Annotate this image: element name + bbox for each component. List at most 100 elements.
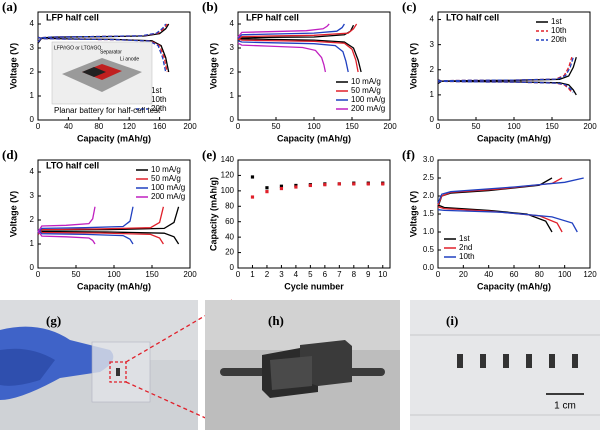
legend-label: 10 mA/g	[351, 77, 381, 86]
y-tick-label: 1	[230, 91, 235, 100]
x-tick-label: 8	[352, 270, 357, 279]
legend-label: 2nd	[459, 243, 472, 252]
x-tick-label: 7	[337, 270, 342, 279]
y-tick-label: 40	[225, 232, 234, 241]
legend-label: 1st	[151, 86, 162, 95]
x-tick-label: 1	[250, 270, 255, 279]
legend-label: 1st	[459, 234, 470, 243]
x-tick-label: 80	[535, 270, 544, 279]
x-tick-label: 0	[236, 270, 241, 279]
scatter-point	[265, 190, 269, 194]
series-line	[437, 177, 563, 233]
x-tick-label: 200	[583, 122, 597, 131]
plot-frame	[437, 11, 591, 121]
scatter-point	[265, 186, 269, 190]
scatter-point	[352, 182, 356, 186]
scatter-point	[381, 182, 385, 186]
y-tick-label: 0.5	[423, 245, 435, 254]
x-tick-label: 0	[436, 270, 441, 279]
x-tick-label: 3	[279, 270, 284, 279]
y-axis-label: Voltage (V)	[208, 43, 218, 89]
series-line	[437, 177, 584, 233]
x-tick-label: 50	[272, 122, 281, 131]
annotation: Planar battery for half-cell test	[54, 106, 161, 115]
y-tick-label: 4	[430, 15, 435, 24]
y-tick-label: 1.0	[423, 227, 435, 236]
y-tick-label: 1	[430, 90, 435, 99]
x-tick-label: 120	[123, 122, 137, 131]
y-tick-label: 80	[225, 201, 234, 210]
x-tick-label: 200	[183, 270, 197, 279]
series-line	[37, 23, 167, 73]
y-tick-label: 2	[30, 215, 35, 224]
y-tick-label: 3	[30, 43, 35, 52]
legend-label: 200 mA/g	[351, 104, 385, 113]
annotation: Separator	[100, 49, 122, 55]
y-axis-label: Voltage (V)	[408, 43, 418, 89]
x-tick-label: 150	[345, 122, 359, 131]
legend-label: 10th	[151, 95, 167, 104]
y-tick-label: 0	[30, 115, 35, 124]
x-axis-label: Capacity (mAh/g)	[277, 133, 351, 143]
y-axis-label: Voltage (V)	[408, 191, 418, 237]
scatter-point	[250, 175, 255, 179]
legend-label: 100 mA/g	[151, 183, 185, 192]
scatter-point	[279, 186, 284, 191]
photo-label: (h)	[268, 313, 284, 328]
legend-label: 100 mA/g	[351, 95, 385, 104]
legend-label: 20th	[551, 35, 567, 44]
series-line	[437, 57, 573, 93]
y-tick-label: 3	[430, 40, 435, 49]
legend-label: 10th	[459, 252, 475, 261]
annotation: LFP/rGO or LTO/rGO	[54, 45, 101, 51]
legend-label: 50 mA/g	[151, 174, 181, 183]
scatter-point	[366, 182, 370, 186]
y-tick-label: 0	[430, 115, 435, 124]
x-tick-label: 0	[36, 122, 41, 131]
chart-title: LFP half cell	[246, 12, 299, 22]
y-tick-label: 4	[30, 167, 35, 176]
plot-frame	[237, 159, 391, 269]
y-axis-label: Voltage (V)	[8, 191, 18, 237]
plot-frame	[37, 11, 191, 121]
x-tick-label: 0	[36, 270, 41, 279]
panel-label: (b)	[202, 0, 218, 14]
x-tick-label: 50	[472, 122, 481, 131]
x-axis-label: Capacity (mAh/g)	[477, 133, 551, 143]
y-tick-label: 3	[30, 191, 35, 200]
series-line	[237, 23, 349, 73]
x-axis-label: Cycle number	[284, 281, 344, 291]
x-tick-label: 4	[294, 270, 299, 279]
series-line	[37, 206, 96, 245]
y-tick-label: 120	[221, 171, 235, 180]
chart-title: LTO half cell	[46, 160, 99, 170]
series-line	[437, 177, 553, 233]
scatter-point	[337, 182, 341, 186]
scatter-point	[294, 185, 298, 189]
series-line	[237, 23, 330, 73]
chart-title: LFP half cell	[46, 12, 99, 22]
y-tick-label: 60	[225, 217, 234, 226]
photo-label: (i)	[446, 313, 458, 328]
legend-label: 1st	[551, 17, 562, 26]
y-tick-label: 0	[30, 263, 35, 272]
x-tick-label: 100	[307, 122, 321, 131]
y-tick-label: 2	[30, 67, 35, 76]
legend-label: 10 mA/g	[151, 165, 181, 174]
legend-label: 50 mA/g	[351, 86, 381, 95]
x-tick-label: 60	[510, 270, 519, 279]
x-tick-label: 100	[107, 270, 121, 279]
scatter-point	[250, 195, 255, 199]
x-axis-label: Capacity (mAh/g)	[77, 133, 151, 143]
y-tick-label: 20	[225, 248, 234, 257]
chart-title: LTO half cell	[446, 12, 499, 22]
photo-i: 1 cm (i)	[410, 300, 600, 430]
series-line	[437, 57, 577, 96]
panel-label: (f)	[402, 147, 415, 162]
y-axis-label: Voltage (V)	[8, 43, 18, 89]
series-line	[237, 23, 359, 73]
x-tick-label: 100	[507, 122, 521, 131]
x-tick-label: 80	[94, 122, 103, 131]
x-tick-label: 0	[236, 122, 241, 131]
annotation: Li anode	[120, 56, 139, 62]
